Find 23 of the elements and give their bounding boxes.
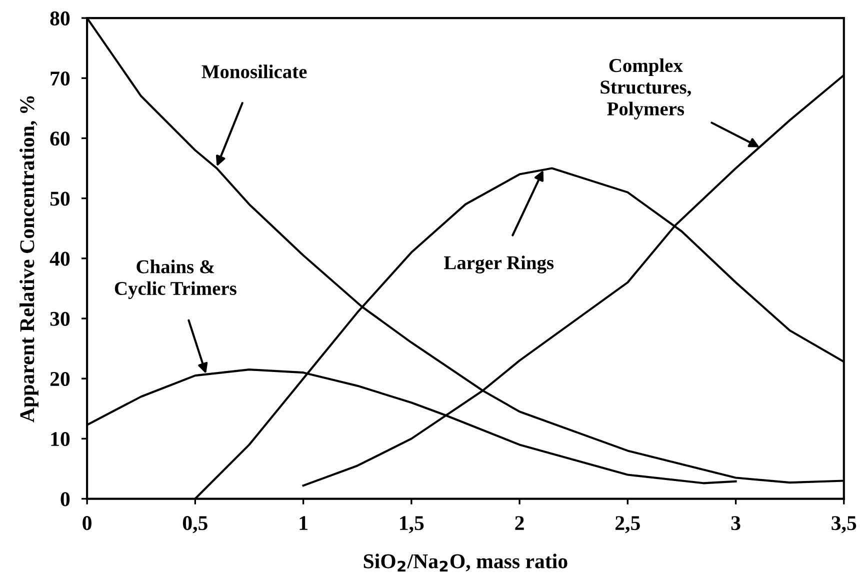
x-tick-label: 3,5 [832, 516, 856, 534]
x-tick-label: 1,5 [400, 516, 424, 534]
x-tick-label: 2 [515, 516, 524, 530]
x-tick-label: 2,5 [616, 516, 640, 534]
x-axis-title: SiO$_{2}$/Na$_{2}$O, mass ratio [364, 554, 568, 572]
y-tick-label: 50 [50, 192, 70, 206]
annotation: Monosilicate [202, 64, 307, 78]
y-tick-label: 10 [51, 432, 70, 446]
y-tick-label: 20 [50, 372, 70, 386]
y-tick-label: 60 [50, 132, 70, 146]
y-tick-label: 40 [50, 252, 70, 266]
y-tick-label: 70 [50, 72, 70, 86]
x-tick-label: 0,5 [182, 516, 208, 534]
y-tick-label: 0 [60, 492, 70, 506]
annotation: Chains & Cyclic Trimers [114, 260, 236, 300]
x-tick-label: 0 [82, 516, 92, 530]
x-tick-label: 3 [731, 516, 740, 530]
y-axis-title: Apparent Relative Concentration, % [20, 96, 38, 422]
y-tick-label: 80 [50, 11, 70, 26]
x-tick-label: 1 [300, 516, 308, 530]
y-tick-label: 30 [50, 312, 70, 326]
annotation: Larger Rings [444, 256, 554, 274]
annotation: Complex Structures, Polymers [600, 58, 691, 120]
